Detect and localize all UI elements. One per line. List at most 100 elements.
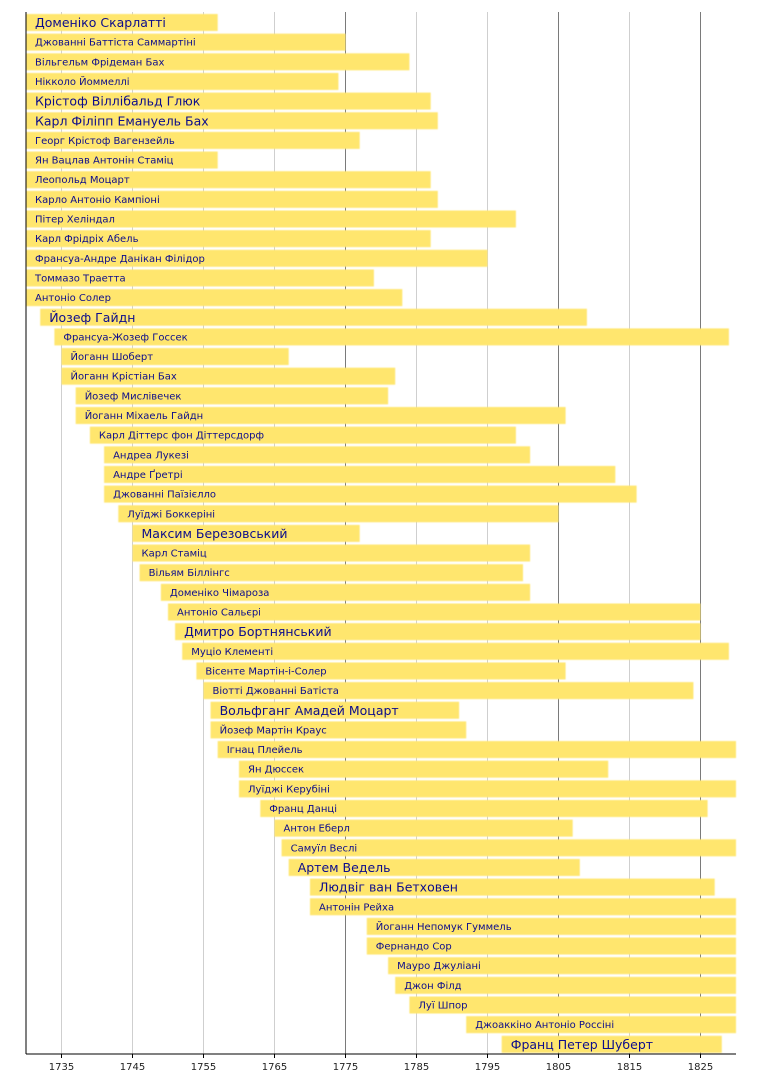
x-tick-label-1815: 1815 [617,1062,642,1073]
bar-label-31: Дмитро Бортнянський [184,624,332,639]
name-labels-group: Доменіко Скарлатті Джованні Баттіста Самм… [34,15,653,1052]
bar-12 [26,249,488,267]
bar-label-40: Франц Данці [269,803,337,815]
x-tick-label-1785: 1785 [404,1062,429,1073]
bar-label-51: Джоаккіно Антоніо Россіні [475,1019,614,1031]
bar-label-10: Пітер Хеліндал [35,214,115,226]
bar-label-16: Франсуа-Жозеф Госсек [63,332,187,343]
bar-40 [260,800,708,817]
bar-label-18: Йоганн Крістіан Бах [71,370,177,383]
bar-label-33: Вісенте Мартін-і-Солер [205,665,326,677]
bar-25 [118,505,559,523]
bar-label-12: Франсуа-Андре Данікан Філідор [35,253,205,265]
x-tick-label-1745: 1745 [120,1062,145,1073]
bar-label-23: Андре Ґретрі [113,468,183,481]
bar-36 [210,721,467,739]
bar-label-39: Луїджі Керубіні [248,783,330,795]
bar-31 [175,623,701,641]
bar-15 [40,308,587,326]
bar-label-34: Віотті Джованні Батіста [213,685,339,697]
bar-label-26: Максим Березовський [142,526,288,541]
bar-label-37: Ігнац Плейель [227,745,303,756]
bar-44 [310,878,715,896]
bar-label-47: Фернандо Сор [376,942,452,953]
bar-24 [104,485,637,503]
bar-label-5: Карл Філіпп Емануель Бах [35,113,209,128]
bar-label-13: Томмазо Траетта [34,273,126,284]
bar-34 [203,682,694,700]
bar-label-21: Карл Діттерс фон Діттерсдорф [99,430,264,442]
x-tick-label-1775: 1775 [333,1062,358,1073]
bar-label-7: Ян Вацлав Антонін Стаміц [35,155,174,167]
bar-5 [26,112,438,130]
bar-label-3: Нікколо Йоммеллі [35,75,130,88]
bar-label-42: Самуїл Веслі [291,842,358,854]
bar-label-11: Карл Фрідріх Абель [35,233,139,245]
bar-51 [466,1016,736,1034]
bar-19 [75,387,389,405]
bar-8 [26,171,431,189]
bar-label-15: Йозеф Гайдн [49,310,135,325]
x-axis: 1735 1745 1755 1765 1775 1785 1795 1805 1815 1825 [25,12,736,1073]
bar-7 [26,151,218,169]
bar-41 [274,819,573,837]
bar-35 [210,701,460,719]
bar-label-45: Антонін Рейха [319,901,394,913]
bar-0 [26,14,218,31]
bar-label-8: Леопольд Моцарт [35,175,130,186]
bar-23 [104,465,616,483]
bar-47 [366,937,736,955]
bar-2 [26,53,410,71]
bar-27 [132,544,531,562]
bar-9 [26,190,438,208]
bar-32 [182,642,729,660]
bar-label-49: Джон Філд [404,980,461,992]
bar-label-24: Джованні Паїзієлло [113,489,216,501]
x-tick-label-1735: 1735 [49,1062,74,1073]
bar-1 [26,33,346,51]
bar-38 [239,760,609,778]
bar-46 [366,917,736,935]
bar-3 [26,72,339,90]
bar-17 [61,348,289,366]
bar-label-50: Луї Шпор [418,1001,467,1012]
bar-label-25: Луїджі Боккеріні [127,508,215,520]
x-tick-label-1825: 1825 [688,1062,713,1073]
bar-label-30: Антоніо Сальєрі [177,607,261,619]
bar-29 [160,583,531,601]
bar-16 [54,328,729,346]
x-tick-label-1765: 1765 [262,1062,287,1073]
bar-49 [395,976,736,994]
bar-label-6: Георг Крістоф Вагензейль [35,135,175,147]
bar-28 [139,564,523,582]
bar-22 [104,446,531,464]
bar-label-19: Йозеф Мислівечек [85,389,182,402]
bar-label-14: Антоніо Солер [35,292,111,304]
bar-39 [239,780,736,798]
bar-label-48: Мауро Джуліані [397,960,481,972]
bar-21 [89,426,516,444]
bar-45 [310,898,736,916]
bar-20 [75,407,566,424]
bar-33 [196,662,566,680]
bar-label-27: Карл Стаміц [142,548,207,560]
bar-50 [409,996,736,1014]
bar-label-44: Людвіг ван Бетховен [319,880,458,895]
bar-label-2: Вільгельм Фрідеман Бах [35,56,165,68]
x-tick-label-1795: 1795 [475,1062,500,1073]
bar-label-20: Йоганн Міхаель Гайдн [85,409,203,422]
bar-52 [501,1035,722,1053]
bar-11 [26,230,431,248]
bar-label-22: Андреа Лукезі [113,449,189,461]
bar-label-43: Артем Ведель [298,860,391,875]
bar-43 [288,858,580,876]
bar-label-41: Антон Еберл [284,824,350,835]
bar-4 [26,92,431,110]
bar-label-4: Крістоф Віллібальд Глюк [35,94,201,109]
bar-label-29: Доменіко Чімароза [170,587,270,599]
bar-label-36: Йозеф Мартін Краус [220,723,327,736]
bars-group [26,14,736,1053]
bar-label-0: Доменіко Скарлатті [35,15,166,30]
bar-26 [132,524,360,542]
